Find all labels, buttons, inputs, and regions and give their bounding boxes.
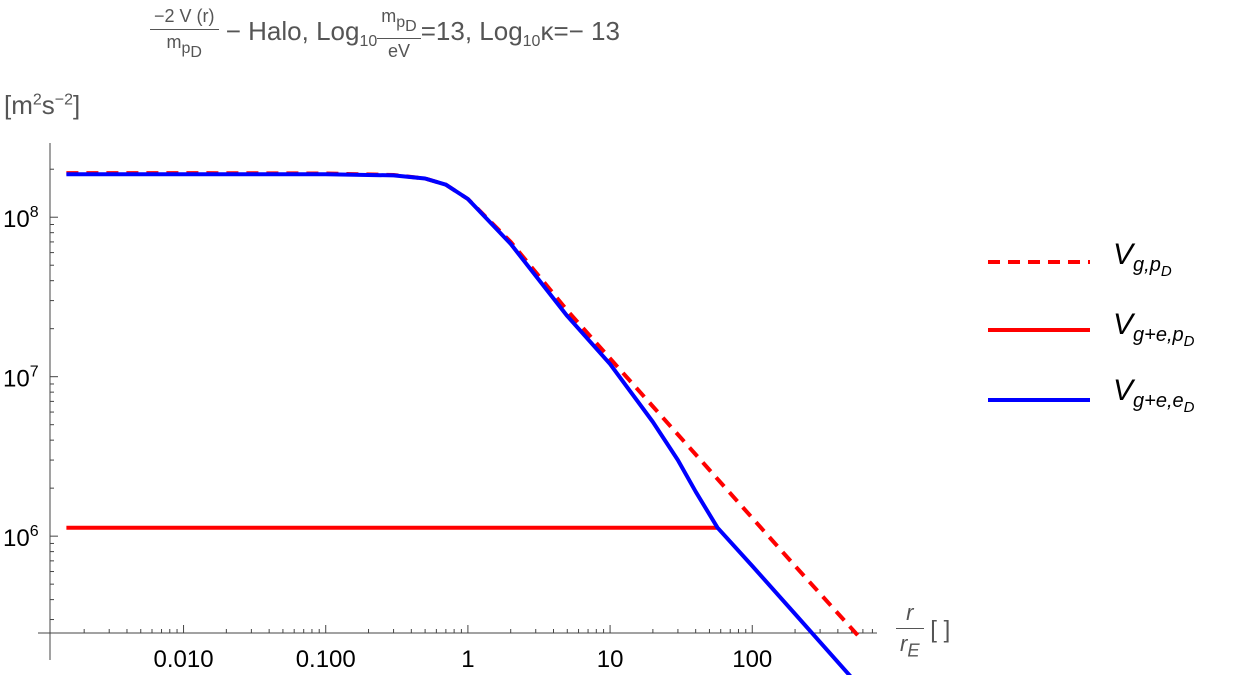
x-axis-label: r rE [ ] (896, 600, 950, 661)
legend-item-1: Vg,pD (985, 238, 1225, 308)
x-axis-unit: [ ] (930, 616, 951, 644)
title-fraction: −2 V (r) mpD (150, 6, 219, 62)
legend-label-3: Vg+e,eD (1113, 374, 1195, 416)
title-frac-den: mpD (166, 32, 202, 61)
legend-label-1: Vg,pD (1113, 238, 1172, 280)
x-tick-label: 100 (732, 646, 772, 673)
title-frac-num: −2 V (r) (150, 6, 219, 30)
legend-item-3: Vg+e,eD (985, 374, 1225, 444)
x-axis-fraction: r rE (896, 600, 924, 661)
y-tick-label: 106 (3, 523, 39, 552)
x-tick-label: 1 (461, 646, 474, 673)
series-line-3 (66, 172, 852, 675)
x-tick-label: 0.100 (296, 646, 356, 673)
title-frac2-num: mpD (377, 6, 421, 39)
series-line-1 (66, 171, 865, 643)
x-ticks: 0.010 0.100 1 10 100 (83, 625, 873, 673)
title-frac2-den: eV (387, 40, 410, 61)
plot-frame (38, 143, 877, 660)
title-fraction-2: mpD eV (377, 6, 421, 62)
title-part2: =13, Log10κ=− 13 (420, 16, 620, 51)
legend-swatches (988, 260, 1090, 402)
title-part1: − Halo, Log10 (218, 16, 378, 51)
y-tick-label: 108 (3, 204, 39, 233)
series-lines (66, 171, 865, 675)
y-tick-label: 107 (3, 364, 39, 393)
chart-title: −2 V (r) mpD − Halo, Log10 mpD eV =13, L… (150, 6, 620, 62)
y-axis-label: [m2s−2] (4, 90, 81, 120)
legend-item-2: Vg+e,pD (985, 308, 1225, 378)
y-ticks: 106 107 108 (3, 168, 58, 621)
x-tick-label: 10 (597, 646, 624, 673)
legend-label-2: Vg+e,pD (1113, 308, 1195, 350)
x-tick-label: 0.010 (154, 646, 214, 673)
